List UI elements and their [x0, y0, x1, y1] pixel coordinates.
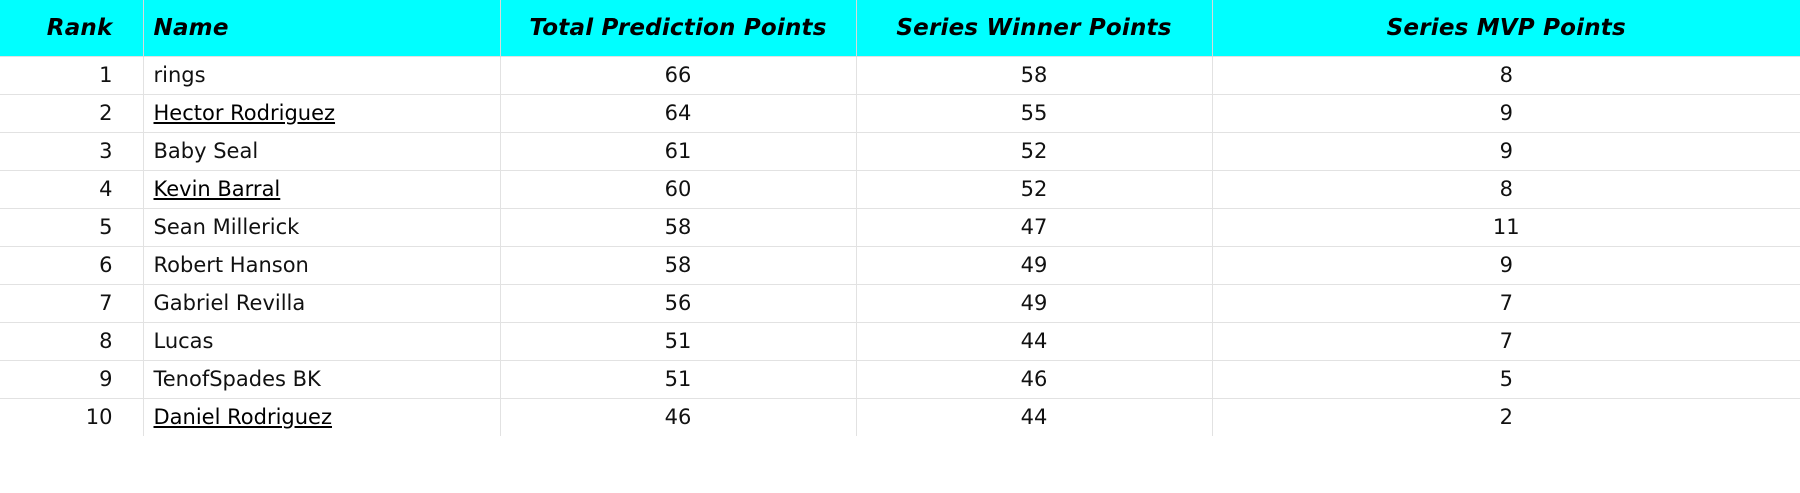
table-row: 3 Baby Seal 61 52 9	[0, 131, 1800, 170]
leaderboard-table: Rank Name Total Prediction Points Series…	[0, 0, 1800, 436]
table-row: 1 rings 66 58 8	[0, 55, 1800, 94]
cell-rank: 7	[0, 283, 144, 322]
cell-series-winner-points: 47	[856, 207, 1213, 246]
cell-series-mvp-points: 8	[1212, 55, 1800, 94]
cell-total-prediction-points: 46	[500, 397, 857, 436]
cell-series-winner-points: 49	[856, 283, 1213, 322]
cell-total-prediction-points: 64	[500, 93, 857, 132]
cell-total-prediction-points: 66	[500, 55, 857, 94]
table-row: 8 Lucas 51 44 7	[0, 321, 1800, 360]
table-row: 5 Sean Millerick 58 47 11	[0, 207, 1800, 246]
player-name-link[interactable]: Hector Rodriguez	[153, 100, 336, 125]
cell-name: Robert Hanson	[143, 245, 501, 284]
cell-series-mvp-points: 7	[1212, 283, 1800, 322]
table-body: 1 rings 66 58 8 2 Hector Rodriguez 64 55 9 3 Baby S…	[0, 55, 1800, 436]
cell-rank: 3	[0, 131, 144, 170]
cell-total-prediction-points: 51	[500, 321, 857, 360]
cell-total-prediction-points: 58	[500, 207, 857, 246]
cell-total-prediction-points: 58	[500, 245, 857, 284]
cell-series-winner-points: 44	[856, 321, 1213, 360]
cell-rank: 10	[0, 397, 144, 436]
cell-total-prediction-points: 56	[500, 283, 857, 322]
cell-rank: 5	[0, 207, 144, 246]
cell-rank: 1	[0, 55, 144, 94]
column-header-series-winner-points[interactable]: Series Winner Points	[856, 0, 1213, 56]
cell-series-mvp-points: 9	[1212, 131, 1800, 170]
player-name-text: Lucas	[153, 328, 214, 353]
header-row: Rank Name Total Prediction Points Series…	[0, 0, 1800, 56]
table-row: 4 Kevin Barral 60 52 8	[0, 169, 1800, 208]
cell-name[interactable]: Hector Rodriguez	[143, 93, 501, 132]
player-name-text: rings	[153, 62, 206, 87]
cell-series-winner-points: 55	[856, 93, 1213, 132]
cell-total-prediction-points: 60	[500, 169, 857, 208]
cell-total-prediction-points: 51	[500, 359, 857, 398]
cell-series-mvp-points: 8	[1212, 169, 1800, 208]
player-name-text: Robert Hanson	[153, 252, 309, 277]
cell-series-mvp-points: 9	[1212, 245, 1800, 284]
table-row: 6 Robert Hanson 58 49 9	[0, 245, 1800, 284]
player-name-text: Baby Seal	[153, 138, 259, 163]
player-name-text: Gabriel Revilla	[153, 290, 306, 315]
table-row: 7 Gabriel Revilla 56 49 7	[0, 283, 1800, 322]
table-row: 10 Daniel Rodriguez 46 44 2	[0, 397, 1800, 436]
cell-series-winner-points: 44	[856, 397, 1213, 436]
player-name-link[interactable]: Daniel Rodriguez	[153, 404, 333, 429]
cell-series-mvp-points: 9	[1212, 93, 1800, 132]
player-name-link[interactable]: Kevin Barral	[153, 176, 281, 201]
column-header-total-prediction-points[interactable]: Total Prediction Points	[500, 0, 857, 56]
cell-name[interactable]: Daniel Rodriguez	[143, 397, 501, 436]
cell-series-mvp-points: 2	[1212, 397, 1800, 436]
cell-name[interactable]: Kevin Barral	[143, 169, 501, 208]
cell-series-mvp-points: 11	[1212, 207, 1800, 246]
cell-name: Gabriel Revilla	[143, 283, 501, 322]
column-header-rank[interactable]: Rank	[0, 0, 144, 56]
cell-rank: 2	[0, 93, 144, 132]
cell-name: rings	[143, 55, 501, 94]
cell-series-winner-points: 52	[856, 169, 1213, 208]
cell-series-winner-points: 52	[856, 131, 1213, 170]
cell-name: TenofSpades BK	[143, 359, 501, 398]
cell-rank: 8	[0, 321, 144, 360]
table-header: Rank Name Total Prediction Points Series…	[0, 0, 1800, 56]
player-name-text: TenofSpades BK	[153, 366, 321, 391]
column-header-series-mvp-points[interactable]: Series MVP Points	[1212, 0, 1800, 56]
cell-name: Baby Seal	[143, 131, 501, 170]
table-row: 2 Hector Rodriguez 64 55 9	[0, 93, 1800, 132]
cell-series-mvp-points: 7	[1212, 321, 1800, 360]
column-header-name[interactable]: Name	[143, 0, 501, 56]
cell-total-prediction-points: 61	[500, 131, 857, 170]
cell-series-winner-points: 49	[856, 245, 1213, 284]
cell-series-winner-points: 46	[856, 359, 1213, 398]
cell-rank: 9	[0, 359, 144, 398]
table-row: 9 TenofSpades BK 51 46 5	[0, 359, 1800, 398]
player-name-text: Sean Millerick	[153, 214, 300, 239]
cell-name: Lucas	[143, 321, 501, 360]
cell-series-winner-points: 58	[856, 55, 1213, 94]
cell-series-mvp-points: 5	[1212, 359, 1800, 398]
cell-name: Sean Millerick	[143, 207, 501, 246]
cell-rank: 4	[0, 169, 144, 208]
cell-rank: 6	[0, 245, 144, 284]
